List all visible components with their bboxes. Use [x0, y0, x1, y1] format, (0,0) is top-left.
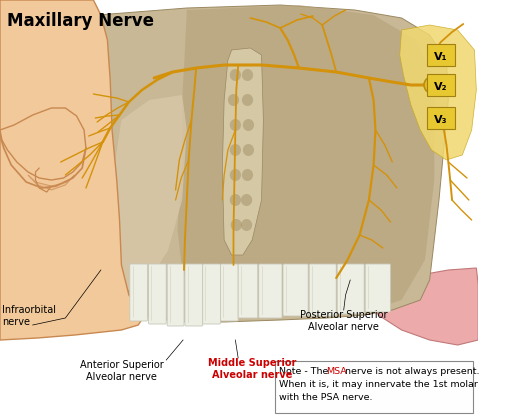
Text: When it is, it may innervate the 1st molar: When it is, it may innervate the 1st mol…: [279, 380, 478, 389]
Circle shape: [230, 144, 241, 156]
FancyBboxPatch shape: [337, 264, 364, 314]
Text: MSA: MSA: [326, 367, 347, 376]
Text: V₂: V₂: [434, 82, 447, 92]
Circle shape: [242, 169, 253, 181]
Circle shape: [241, 194, 252, 206]
Text: with the PSA nerve.: with the PSA nerve.: [279, 393, 373, 402]
FancyBboxPatch shape: [283, 264, 308, 316]
Circle shape: [242, 94, 253, 106]
Text: Posterior Superior
Alveolar nerve: Posterior Superior Alveolar nerve: [300, 310, 388, 331]
Circle shape: [230, 119, 241, 131]
FancyBboxPatch shape: [427, 107, 455, 129]
FancyBboxPatch shape: [259, 264, 282, 318]
FancyBboxPatch shape: [427, 74, 455, 96]
Text: Infraorbital
nerve: Infraorbital nerve: [2, 305, 56, 326]
FancyBboxPatch shape: [365, 264, 391, 312]
Polygon shape: [114, 95, 187, 295]
FancyBboxPatch shape: [167, 264, 184, 326]
FancyBboxPatch shape: [148, 264, 166, 324]
Circle shape: [231, 219, 242, 231]
FancyBboxPatch shape: [221, 264, 238, 321]
Circle shape: [424, 77, 439, 93]
FancyBboxPatch shape: [427, 44, 455, 66]
Polygon shape: [178, 5, 434, 316]
Circle shape: [241, 219, 252, 231]
Circle shape: [243, 119, 254, 131]
Polygon shape: [369, 268, 478, 345]
Circle shape: [242, 69, 253, 81]
FancyBboxPatch shape: [309, 264, 336, 316]
Circle shape: [230, 194, 241, 206]
Text: Note - The: Note - The: [279, 367, 332, 376]
FancyBboxPatch shape: [274, 361, 473, 413]
Polygon shape: [400, 25, 476, 160]
FancyBboxPatch shape: [130, 264, 147, 321]
FancyBboxPatch shape: [185, 264, 203, 326]
FancyBboxPatch shape: [203, 264, 221, 324]
FancyBboxPatch shape: [238, 264, 258, 318]
Text: V₃: V₃: [434, 115, 447, 125]
Text: Maxillary Nerve: Maxillary Nerve: [8, 12, 155, 30]
Polygon shape: [0, 108, 86, 180]
Circle shape: [243, 144, 254, 156]
Text: V₁: V₁: [434, 52, 447, 62]
Polygon shape: [0, 0, 145, 340]
Polygon shape: [222, 48, 263, 255]
Polygon shape: [98, 5, 449, 322]
Text: Middle Superior
Alveolar nerve: Middle Superior Alveolar nerve: [208, 358, 296, 380]
Circle shape: [230, 69, 241, 81]
Text: Anterior Superior
Alveolar nerve: Anterior Superior Alveolar nerve: [79, 360, 163, 382]
Circle shape: [230, 169, 241, 181]
Polygon shape: [28, 175, 75, 190]
Text: nerve is not always present.: nerve is not always present.: [342, 367, 479, 376]
Circle shape: [228, 94, 239, 106]
